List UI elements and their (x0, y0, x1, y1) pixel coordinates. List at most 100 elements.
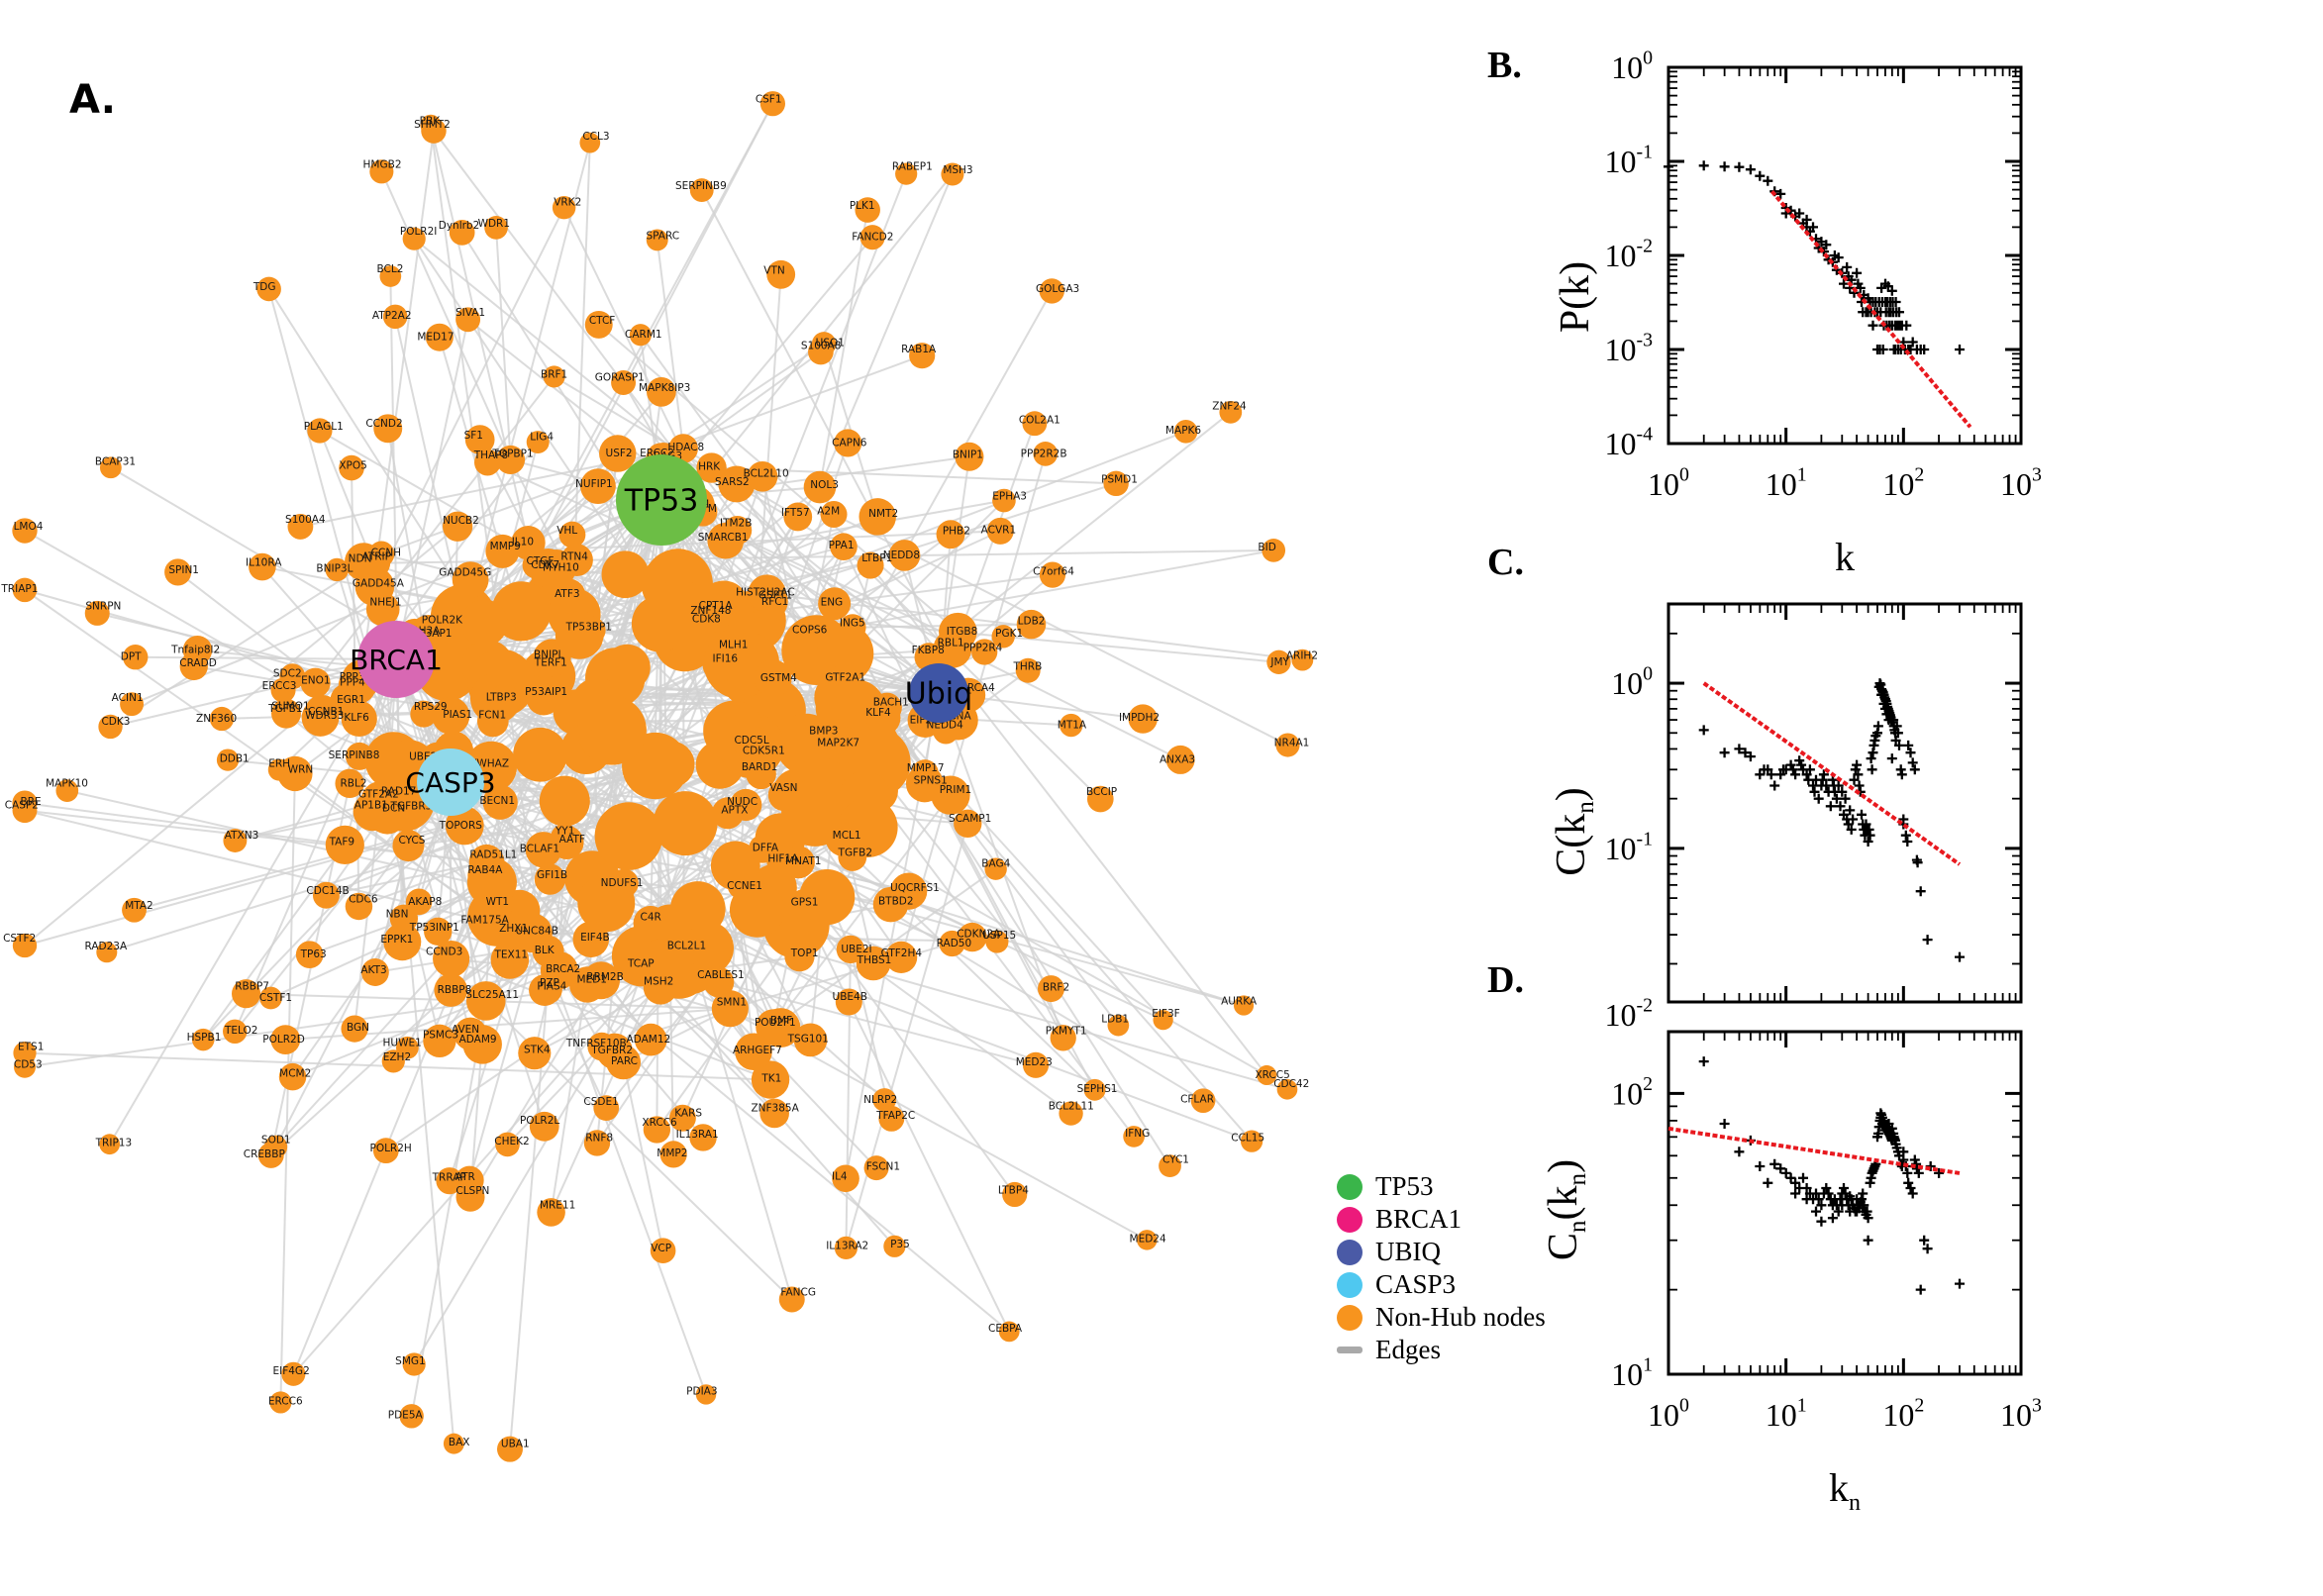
gene-node (455, 307, 481, 333)
edge (598, 324, 960, 633)
tick-label: 101 (1611, 1354, 1653, 1392)
network-nodes (12, 91, 1314, 1462)
gene-node-label: HUWE1 (383, 1037, 422, 1048)
gene-node-label: ING5 (840, 618, 865, 630)
tick-label: 102 (1882, 464, 1924, 502)
gene-node-label: BID (1258, 542, 1275, 553)
gene-node-label: GPS1 (791, 897, 819, 909)
gene-node-label: SCAMP1 (949, 813, 991, 825)
edge (314, 375, 556, 684)
edge (380, 170, 512, 460)
gene-node (857, 551, 884, 579)
gene-node-label: MAPK10 (46, 778, 88, 790)
gene-node (939, 612, 977, 651)
gene-node (1275, 733, 1300, 757)
gene-node-label: RAB1A (901, 344, 937, 355)
scatter-points (1664, 160, 1965, 354)
gene-node (570, 677, 624, 732)
edge (682, 448, 1120, 1027)
legend-item-tp53: TP53 (1337, 1170, 1594, 1203)
tick-label: 10-2 (1604, 236, 1653, 273)
gene-node-label: ERCC6 (268, 1395, 303, 1407)
gene-node (838, 842, 867, 871)
gene-node-label: STK4 (524, 1045, 551, 1056)
edge (718, 981, 1037, 1066)
gene-node (278, 1062, 307, 1091)
gene-node (462, 1025, 502, 1064)
gene-node-label: MMP9 (490, 541, 521, 552)
gene-node (431, 608, 462, 640)
gene-node (992, 488, 1016, 513)
gene-node (954, 809, 982, 839)
gene-node-label: USF2 (606, 448, 633, 459)
gene-node (312, 881, 340, 909)
gene-node (695, 1384, 717, 1405)
gene-node-label: UQCRFS1 (890, 882, 940, 894)
gene-node (249, 552, 276, 581)
gene-node (99, 1134, 121, 1155)
gene-node (911, 759, 939, 787)
gene-node-label: GTF2A1 (825, 672, 865, 684)
panel-d-label: D. (1487, 959, 1524, 1001)
gene-node-label: UBE2I (841, 944, 871, 955)
gene-node-label: MMP17 (907, 762, 945, 774)
gene-node-label: MAPK8IP3 (639, 382, 690, 394)
gene-node (759, 1098, 789, 1129)
gene-node-label: TP53INP1 (409, 922, 459, 934)
gene-node (611, 370, 637, 395)
gene-node-label: MNAT1 (785, 855, 821, 867)
gene-node-label: BLK (535, 945, 556, 956)
gene-node-label: NDUFS1 (601, 877, 644, 889)
gene-node-label: TERF1 (534, 656, 567, 668)
gene-node (526, 431, 550, 454)
gene-node-label: FAM175A (460, 915, 509, 927)
gene-node-label: TP53BP1 (565, 622, 612, 634)
gene-node (1103, 470, 1129, 497)
gene-node-label: BMF (770, 1015, 792, 1027)
gene-node-label: NHEJ1 (369, 596, 401, 608)
gene-node-label: PSMD1 (1101, 473, 1138, 485)
gene-node-label: RRM2B (586, 971, 624, 983)
gene-node (604, 644, 651, 691)
gene-node-label: P35 (890, 1239, 910, 1250)
gene-node-label: MAP2K7 (817, 738, 859, 749)
gene-node-label: HMGB2 (363, 158, 402, 170)
gene-node-label: CDK3 (101, 716, 130, 728)
gene-node-label: BNIP1 (953, 449, 983, 460)
gene-node-label: YY1 (555, 826, 575, 838)
gene-node (1137, 1230, 1158, 1250)
gene-node-label: CYCS (398, 835, 425, 847)
plot-frame (1666, 1030, 2023, 1376)
edge (813, 549, 1274, 635)
legend-label: UBIQ (1375, 1237, 1441, 1266)
edge (450, 781, 653, 1041)
gene-node (529, 648, 559, 679)
gene-node (452, 561, 489, 598)
gene-node (382, 304, 408, 330)
gene-node-label: BECN1 (479, 795, 515, 807)
gene-node (839, 614, 866, 642)
plot-frame (1666, 602, 2023, 1004)
gene-node-label: S100A8 (801, 340, 842, 351)
gene-node (368, 541, 395, 567)
gene-node-label: BARD1 (742, 761, 777, 773)
gene-node (580, 468, 616, 505)
gene-node (360, 781, 400, 821)
tick-label: 101 (1766, 464, 1807, 502)
gene-node-label: NR4A1 (1274, 738, 1310, 749)
plot-frame (1666, 65, 2023, 446)
gene-node-label: CDK5R1 (743, 745, 785, 756)
gene-node (830, 533, 858, 560)
gene-node-label: AKT3 (360, 964, 386, 976)
gene-node (1037, 975, 1064, 1003)
gene-node-label: MCL1 (833, 830, 861, 842)
gene-node (1173, 419, 1198, 444)
gene-node (596, 1033, 634, 1070)
gene-node-label: EPHA3 (992, 491, 1027, 503)
gene-node (572, 921, 610, 958)
gene-node (468, 844, 505, 880)
gene-node-label: ZNF360 (196, 713, 237, 725)
edge (374, 562, 455, 1445)
gene-node (434, 973, 468, 1007)
